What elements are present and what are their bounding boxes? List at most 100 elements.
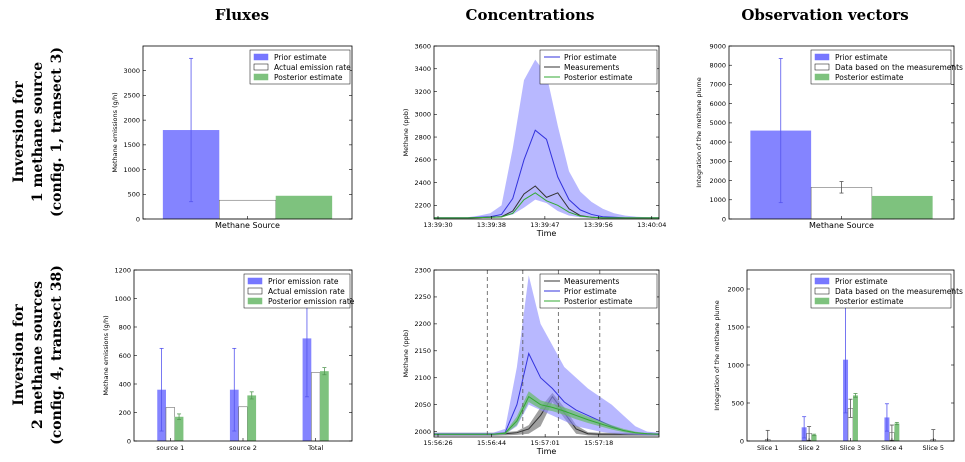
x-tick-label: Methane Source <box>809 221 874 230</box>
plot-frame <box>433 45 660 220</box>
legend-swatch <box>814 53 830 61</box>
legend-entry: Prior estimate <box>564 53 617 62</box>
x-tick-label: source 1 <box>156 444 184 452</box>
y-tick-label: 1000 <box>114 295 131 303</box>
column-title-concentrations: Concentrations <box>466 6 595 24</box>
bar <box>247 395 257 441</box>
plot-frame <box>142 45 353 220</box>
bar <box>311 372 321 442</box>
y-tick-label: 2000 <box>123 116 140 124</box>
y-tick-label: 4000 <box>709 138 726 146</box>
y-tick-label: 2600 <box>414 156 431 164</box>
y-tick-label: 1000 <box>727 361 744 369</box>
row-title-2: Inversion for 2 methane sources (config.… <box>11 265 65 445</box>
y-tick-label: 600 <box>119 352 131 360</box>
y-tick-label: 5000 <box>709 119 726 127</box>
series-line <box>434 192 659 219</box>
y-tick-label: 2150 <box>414 347 431 355</box>
x-tick-label: 13:39:47 <box>530 221 559 229</box>
x-tick-label: 15:56:44 <box>477 439 506 447</box>
bar <box>811 434 817 441</box>
column-title-fluxes: Fluxes <box>215 6 269 24</box>
x-tick-label: 13:40:04 <box>637 221 666 229</box>
row-title-1-line-3: (config. 1, transect 3) <box>49 47 65 217</box>
chart-conc1: 2200 2400 2600 2800 3000 3200 3400 3600 Methane … <box>402 42 666 238</box>
legend-entry: Prior emission rate <box>268 277 339 286</box>
legend-entry: Prior estimate <box>564 287 617 296</box>
legend-entry: Posterior emission rate <box>268 297 355 306</box>
y-tick-label: 2000 <box>727 285 744 293</box>
y-tick-label: 500 <box>128 191 140 199</box>
y-tick-label: 1000 <box>709 196 726 204</box>
uncertainty-band <box>434 275 659 436</box>
legend-entry: Posterior estimate <box>835 297 904 306</box>
y-tick-label: 0 <box>740 437 744 445</box>
y-tick-label: 2000 <box>414 428 431 436</box>
y-tick-label: 2200 <box>414 202 431 210</box>
y-tick-label: 3000 <box>709 158 726 166</box>
legend-swatch <box>253 63 269 71</box>
y-tick-label: 2100 <box>414 374 431 382</box>
legend-entry: Actual emission rate <box>268 287 345 296</box>
row-title-1: Inversion for 1 methane source (config. … <box>11 47 65 217</box>
x-tick-label: 15:56:26 <box>423 439 452 447</box>
legend-swatch <box>253 73 269 81</box>
x-tick-label: Slice 4 <box>881 444 903 452</box>
legend-swatch <box>247 287 263 295</box>
chart-flux1: 0 500 1000 1500 2000 2500 3000 Methane emission… <box>111 45 353 230</box>
legend-swatch <box>814 297 830 305</box>
row-title-2-line-3: (config. 4, transect 38) <box>49 265 65 445</box>
y-axis-label: Methane emissions (g/h) <box>102 315 110 395</box>
legend-entry: Posterior estimate <box>274 73 343 82</box>
row-title-2-line-2: 2 methane sources <box>30 281 46 429</box>
legend-entry: Actual emission rate <box>274 63 351 72</box>
legend-entry: Prior estimate <box>274 53 327 62</box>
y-tick-label: 0 <box>722 215 726 223</box>
bar <box>238 406 248 442</box>
y-tick-label: 2250 <box>414 293 431 301</box>
y-tick-label: 0 <box>127 437 131 445</box>
series-line <box>434 395 659 435</box>
y-tick-label: 1500 <box>727 323 744 331</box>
x-axis-label: Time <box>536 447 557 456</box>
y-tick-label: 2400 <box>414 179 431 187</box>
y-tick-label: 0 <box>136 215 140 223</box>
y-tick-label: 9000 <box>709 42 726 50</box>
row-title-1-line-2: 1 methane source <box>30 62 46 202</box>
x-tick-label: source 2 <box>229 444 257 452</box>
y-tick-label: 3000 <box>414 111 431 119</box>
y-axis-label: Methane emissions (g/h) <box>111 92 119 172</box>
y-tick-label: 2050 <box>414 401 431 409</box>
y-axis-label: Integration of the methane plume <box>695 77 703 188</box>
bar <box>174 416 184 441</box>
bar <box>852 395 858 441</box>
legend-swatch <box>814 73 830 81</box>
x-tick-label: Methane Source <box>215 221 280 230</box>
plot-area <box>434 59 659 219</box>
legend-box <box>810 49 952 85</box>
legend-entry: Posterior estimate <box>835 73 904 82</box>
bars <box>764 306 937 442</box>
y-axis-label: Methane (ppb) <box>402 109 410 157</box>
legend-swatch <box>247 297 263 305</box>
chart-obs2: 0 500 1000 1500 2000 Integration of the metha… <box>713 269 963 452</box>
y-tick-label: 2000 <box>709 177 726 185</box>
y-tick-label: 2800 <box>414 133 431 141</box>
chart-obs1: 0 1000 2000 3000 4000 5000 6000 7000 8000 9000 Int… <box>695 42 963 230</box>
plot-frame <box>746 269 955 442</box>
legend-entry: Posterior estimate <box>564 73 633 82</box>
plot-frame <box>133 269 353 442</box>
row-title-2-line-1: Inversion for <box>11 304 27 406</box>
y-tick-label: 200 <box>119 409 131 417</box>
legend-entry: Data based on the measurements <box>835 287 963 296</box>
y-tick-label: 800 <box>119 323 131 331</box>
bars <box>750 58 933 220</box>
legend-entry: Data based on the measurements <box>835 63 963 72</box>
chart-conc2: 2000 2050 2100 2150 2200 2250 2300 Methane (ppb… <box>402 266 660 456</box>
